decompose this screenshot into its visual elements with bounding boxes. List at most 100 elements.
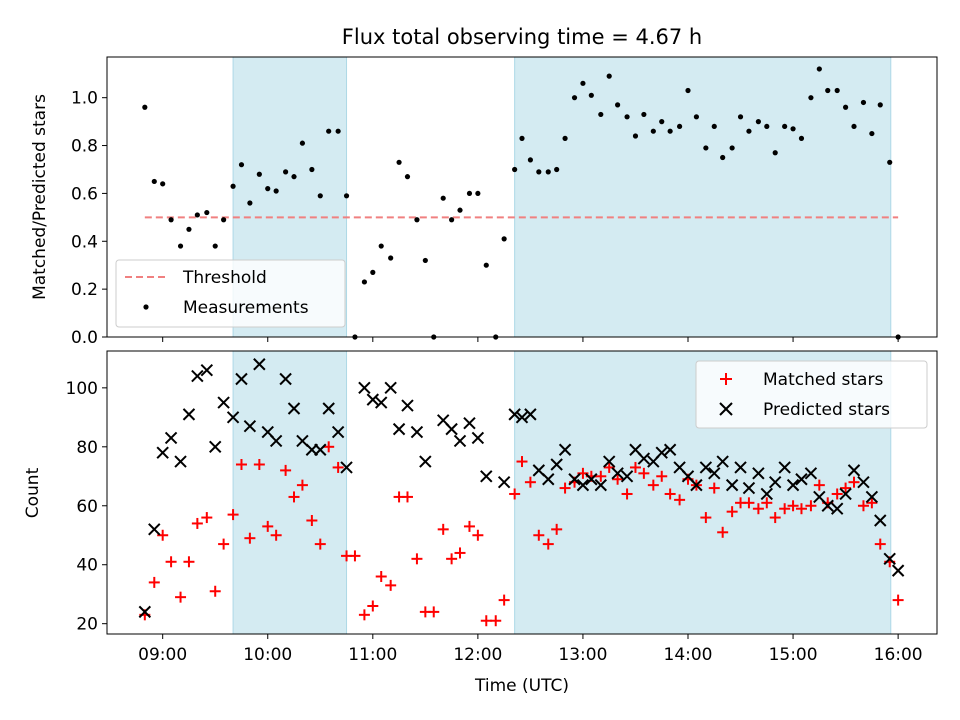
predicted-star-point (778, 461, 791, 474)
matched-star-point (509, 488, 521, 500)
chart-title: Flux total observing time = 4.67 h (342, 25, 702, 49)
predicted-star-stroke-b (358, 381, 371, 395)
bottom-xtick-label-2: 11:00 (348, 645, 397, 665)
matched-star-point (175, 591, 187, 603)
predicted-stars-legend-label: Predicted stars (763, 400, 890, 420)
predicted-star-stroke-b (375, 396, 388, 409)
predicted-star-stroke-b (585, 473, 598, 486)
matched-star-point (218, 538, 230, 550)
predicted-star-stroke-b (515, 411, 529, 424)
measurement-point (221, 217, 227, 223)
matched-star-point (621, 488, 633, 500)
measurement-point (388, 255, 394, 261)
predicted-star-point (384, 381, 397, 395)
predicted-star-point (795, 473, 808, 486)
predicted-star-point (576, 478, 590, 492)
measurement-point (527, 157, 534, 163)
matched-star-point (227, 509, 239, 521)
bottom-ytick-label-0: 20 (76, 615, 98, 635)
bottom-xtick-label-5: 14:00 (664, 645, 713, 665)
bottom-axes-frame (106, 350, 938, 635)
measurement-point (580, 80, 586, 86)
predicted-stars-legend-swatch (719, 402, 733, 416)
top-legend-box (115, 259, 346, 328)
measurement-point (404, 174, 411, 180)
matched-star-point (262, 520, 274, 532)
predicted-star-point (508, 408, 521, 421)
predicted-star-stroke-b (760, 487, 774, 501)
measurement-point (177, 243, 184, 249)
predicted-star-point (287, 402, 301, 415)
matched-star-point (708, 482, 720, 494)
top-legend: Threshold Measurements (115, 259, 346, 328)
predicted-star-point (401, 399, 414, 412)
predicted-star-point (358, 381, 371, 395)
measurement-point (186, 226, 192, 232)
predicted-star-stroke-b (542, 473, 555, 486)
bottom-legend: Matched stars Predicted stars (695, 360, 928, 429)
bottom-y-axis-label: Count (23, 467, 43, 518)
top-y-axis-label: Matched/Predicted stars (30, 94, 50, 300)
matched-star-point (752, 503, 764, 515)
predicted-star-stroke-b (445, 422, 458, 436)
predicted-star-stroke-b (148, 523, 161, 536)
predicted-star-stroke-b (331, 425, 345, 439)
predicted-star-point (148, 523, 161, 536)
bottom-ytick-label-2: 60 (76, 497, 98, 517)
measurement-point (151, 178, 157, 185)
matched-stars-legend-swatch (720, 373, 732, 385)
predicted-star-stroke-b (795, 473, 808, 486)
measurements-legend-label: Measurements (183, 298, 309, 318)
bottom-ytick-label-1: 40 (76, 556, 98, 576)
predicted-star-point (174, 455, 187, 468)
predicted-star-point (253, 358, 266, 371)
matched-stars-series (139, 441, 904, 627)
predicted-star-stroke-b (716, 455, 729, 468)
predicted-star-stroke-b (558, 443, 572, 456)
measurement-point (851, 123, 857, 130)
matched-star-point (559, 482, 571, 494)
matched-star-point (795, 503, 807, 515)
matched-star-point (446, 553, 458, 565)
measurement-point (782, 123, 788, 130)
bottom-legend-box (695, 360, 928, 429)
measurement-point (299, 140, 306, 146)
predicted-star-point (699, 461, 713, 474)
measurement-point (790, 126, 796, 132)
predicted-star-stroke-b (138, 605, 152, 619)
predicted-star-stroke-b (637, 452, 651, 465)
predicted-star-stroke-b (883, 552, 896, 566)
matched-star-point (813, 479, 825, 491)
matched-star-point (848, 476, 860, 488)
measurement-point (194, 212, 200, 218)
predicted-star-point (637, 452, 651, 465)
predicted-star-stroke-b (673, 461, 686, 474)
predicted-star-stroke-b (392, 422, 406, 436)
measurement-point (632, 133, 639, 139)
predicted-star-stroke-b (322, 402, 335, 415)
matched-star-point (542, 538, 554, 550)
predicted-star-stroke-b (261, 425, 274, 439)
measurement-point (755, 119, 761, 125)
predicted-star-point (340, 461, 353, 474)
predicted-star-point (734, 461, 747, 474)
predicted-star-point (243, 419, 257, 433)
predicted-star-point (594, 478, 608, 492)
measurement-point (545, 169, 551, 175)
measurement-point (562, 135, 568, 141)
predicted-star-stroke-b (463, 417, 476, 430)
predicted-star-point (883, 552, 896, 566)
predicted-star-stroke-b (279, 372, 292, 386)
top-ytick-label-4: 0.8 (71, 137, 98, 157)
measurement-point (772, 150, 778, 156)
matched-star-point (183, 556, 195, 568)
bottom-panel: 20 40 60 80 100 09:00 10:00 11:00 12:00 13:00 14:0… (23, 350, 938, 696)
matched-star-point (840, 482, 852, 494)
measurement-point (343, 193, 350, 199)
measurements-legend-swatch (143, 304, 149, 310)
bottom-xtick-label-1: 10:00 (243, 645, 292, 665)
measurement-point (693, 114, 700, 120)
threshold-legend-label: Threshold (182, 268, 267, 288)
predicted-star-point (453, 434, 467, 448)
matched-star-point (664, 488, 676, 500)
